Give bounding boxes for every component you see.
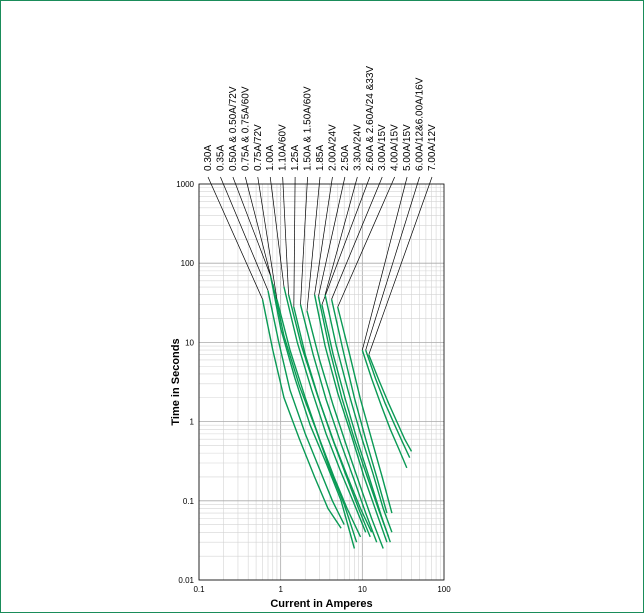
series-curve bbox=[269, 275, 356, 549]
y-tick-labels: 0.01 0.1 1 10 100 1000 bbox=[176, 180, 194, 585]
series-leader-line bbox=[300, 176, 308, 305]
x-tick-label: 1 bbox=[278, 585, 283, 594]
series-leader-line bbox=[365, 176, 420, 351]
y-axis-title: Time in Seconds bbox=[170, 338, 182, 425]
y-tick-label: 1000 bbox=[176, 180, 194, 189]
series-curve bbox=[299, 304, 378, 543]
series-leader-line bbox=[232, 176, 271, 276]
series-curve bbox=[306, 310, 384, 549]
series-leader-line bbox=[282, 176, 289, 295]
series-leader-line bbox=[321, 176, 371, 305]
series-label: 0.35A bbox=[215, 145, 226, 171]
series-curve bbox=[267, 290, 345, 525]
y-tick-label: 10 bbox=[185, 338, 194, 347]
series-leader-line bbox=[293, 176, 296, 307]
series-curve bbox=[361, 349, 408, 469]
series-leader-line bbox=[207, 176, 263, 300]
series-label: 1.50A & 1.50A/60V bbox=[303, 86, 314, 171]
plot-area bbox=[198, 183, 445, 581]
series-label: 0.75A & 0.75A/60V bbox=[240, 86, 251, 171]
series-leader-line bbox=[368, 176, 433, 355]
series-label: 1.85A bbox=[315, 145, 326, 171]
y-tick-label: 0.1 bbox=[183, 497, 195, 506]
series-label: 0.75A/72V bbox=[253, 124, 264, 171]
label-leaders bbox=[207, 176, 433, 355]
series-leader-line bbox=[269, 176, 285, 288]
series-curve bbox=[276, 299, 362, 538]
series-label: 0.30A bbox=[203, 145, 214, 171]
grid bbox=[198, 184, 444, 581]
x-tick-label: 100 bbox=[437, 585, 451, 594]
series-curve bbox=[313, 294, 388, 543]
series-curve bbox=[321, 304, 391, 543]
series-label: 7.00A/12V bbox=[427, 124, 438, 171]
x-tick-label: 0.1 bbox=[193, 585, 205, 594]
series-label: 2.60A & 2.60A/24 &33V bbox=[365, 66, 376, 171]
series-label: 1.00A bbox=[265, 145, 276, 171]
curves bbox=[261, 275, 413, 549]
y-tick-label: 0.01 bbox=[178, 576, 194, 585]
series-leader-line bbox=[318, 176, 346, 297]
series-curve bbox=[261, 299, 342, 529]
x-tick-label: 10 bbox=[358, 585, 367, 594]
series-leader-line bbox=[361, 176, 408, 351]
series-curve bbox=[293, 306, 373, 533]
series-label: 3.00A/15V bbox=[377, 124, 388, 171]
y-tick-label: 1 bbox=[190, 418, 195, 427]
series-leader-line bbox=[314, 176, 333, 295]
series-label: 4.00A/15V bbox=[390, 124, 401, 171]
series-labels: 0.30A 0.35A 0.50A & 0.50A/72V 0.75A & 0.75A… bbox=[203, 66, 438, 171]
series-leader-line bbox=[331, 176, 383, 300]
series-label: 2.00A/24V bbox=[327, 124, 338, 171]
series-label: 3.30A/24V bbox=[352, 124, 363, 171]
series-label: 0.50A & 0.50A/72V bbox=[228, 86, 239, 171]
y-tick-label: 100 bbox=[181, 259, 195, 268]
series-curve bbox=[337, 306, 393, 514]
series-curve bbox=[324, 294, 393, 533]
series-leader-line bbox=[257, 176, 278, 300]
series-label: 5.00A/15V bbox=[402, 124, 413, 171]
series-leader-line bbox=[324, 176, 358, 295]
series-leader-line bbox=[306, 176, 321, 311]
x-axis-title: Current in Amperes bbox=[270, 598, 372, 610]
series-leader-line bbox=[337, 176, 395, 308]
series-leader-line bbox=[244, 176, 274, 284]
series-label: 2.50A bbox=[340, 145, 351, 171]
series-curve bbox=[283, 286, 367, 533]
x-tick-labels: 0.1 1 10 100 bbox=[193, 585, 451, 594]
series-leader-line bbox=[220, 176, 269, 291]
series-curve bbox=[330, 299, 388, 514]
series-label: 6.00A/12&6.00A/16V bbox=[415, 77, 426, 171]
series-label: 1.25A bbox=[290, 145, 301, 171]
series-curve bbox=[368, 354, 413, 452]
series-label: 1.10A/60V bbox=[278, 124, 289, 171]
series-curve bbox=[365, 349, 411, 458]
